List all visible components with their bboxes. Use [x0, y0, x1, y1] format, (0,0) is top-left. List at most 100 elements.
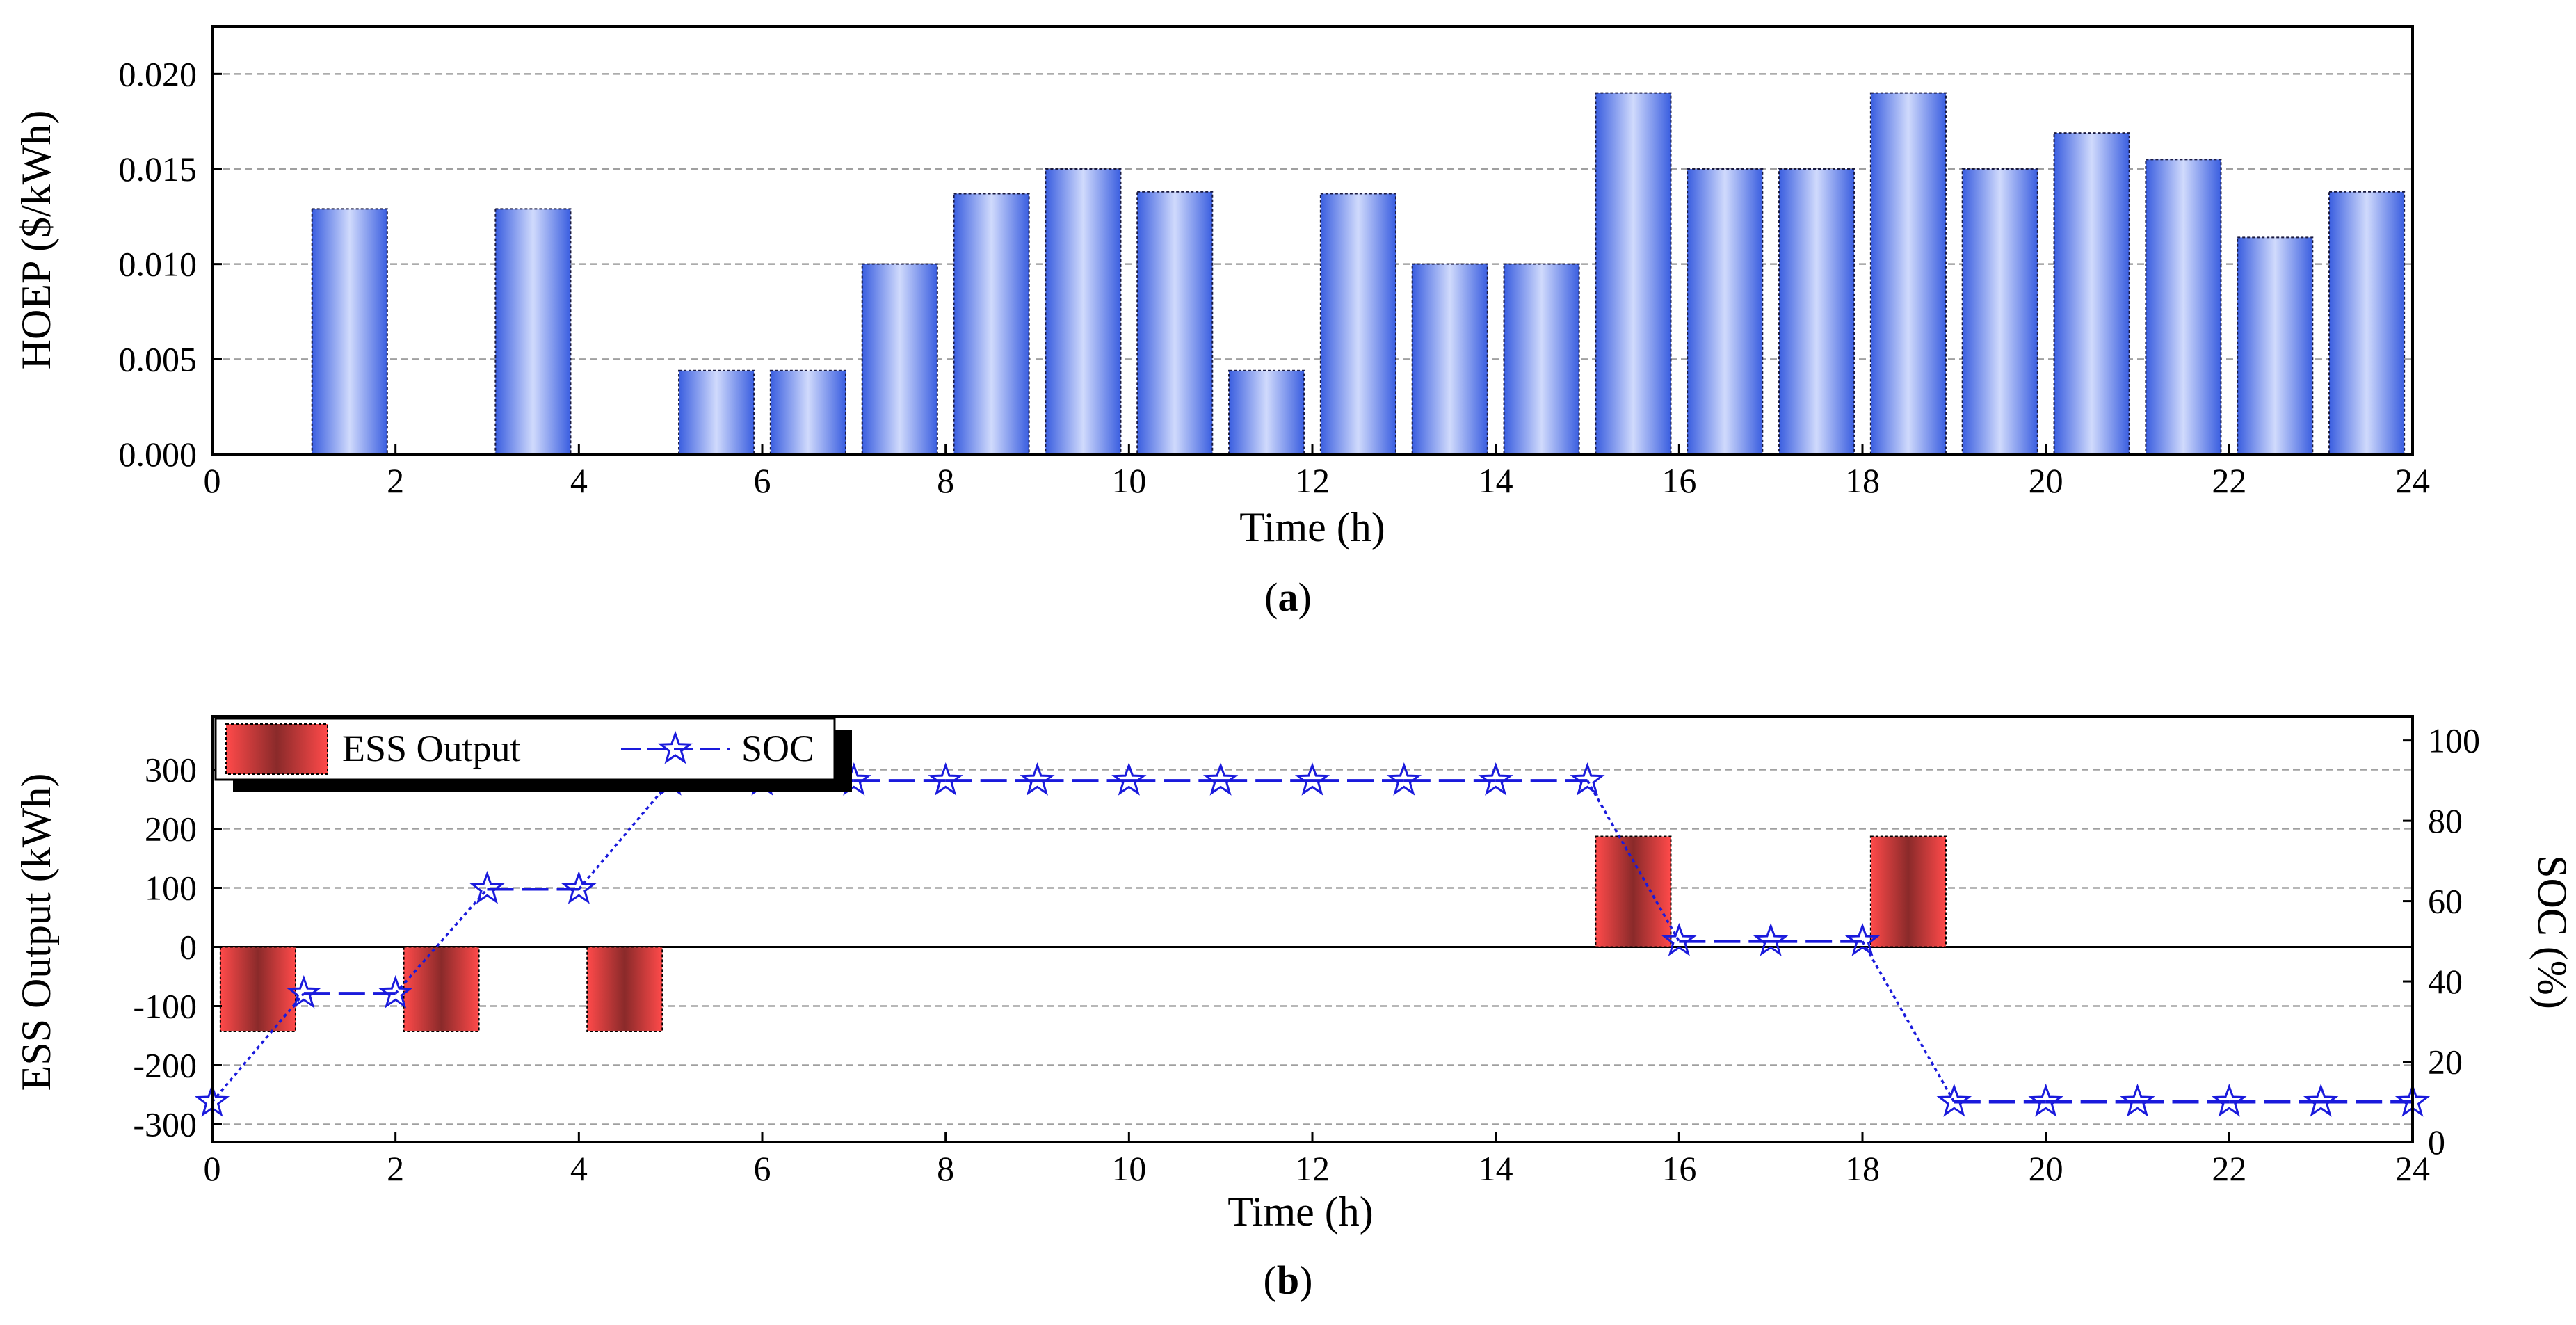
soc-y-tick-label: 0 [2428, 1123, 2445, 1162]
hoep-bar [861, 263, 938, 455]
hoep-y-tick-label: 0.000 [119, 435, 198, 474]
soc-marker-star [561, 870, 597, 904]
ess-soc-chart: 0 2 4 6 8 10 12 14 16 18 20 22 24 3002001000-100-200… [13, 715, 2575, 1303]
hoep-bar [1961, 168, 2038, 455]
hoep-x-axis-label: Time (h) [1239, 504, 1385, 550]
soc-y-tick-label: 20 [2428, 1043, 2463, 1082]
ess-output-bars [219, 835, 1947, 1033]
soc-marker-star [469, 870, 505, 904]
ess-caption: (b) [1264, 1258, 1313, 1303]
hoep-y-axis-label: HOEP ($/kWh) [13, 111, 59, 370]
ess-y-tick-label: 200 [145, 810, 197, 849]
hoep-x-tick-label: 2 [387, 461, 404, 500]
ess-y-tick-label: -100 [133, 987, 197, 1026]
ess-x-tick-label: 24 [2395, 1149, 2430, 1188]
soc-y-tick-label: 40 [2428, 962, 2463, 1001]
ess-x-tick-label: 4 [570, 1149, 588, 1188]
ess-x-tick-label: 20 [2029, 1149, 2063, 1188]
soc-y-tick-label: 60 [2428, 882, 2463, 921]
legend: ESS Output SOC [214, 717, 852, 792]
legend-label-soc: SOC [741, 728, 814, 769]
hoep-caption: (a) [1264, 575, 1312, 620]
soc-marker-star [1478, 762, 1513, 796]
hoep-bar [953, 193, 1030, 455]
hoep-bars [311, 92, 2406, 456]
soc-marker-star [1936, 1083, 1972, 1117]
soc-y-axis-label: SOC (%) [2529, 855, 2575, 1009]
ess-y-axis-label: ESS Output (kWh) [13, 773, 59, 1091]
ess-x-tick-label: 0 [204, 1149, 221, 1188]
ess-x-tick-label: 10 [1111, 1149, 1146, 1188]
ess-y-tick-label: -200 [133, 1046, 197, 1085]
soc-line-segment [394, 888, 488, 995]
hoep-x-tick-label: 4 [570, 461, 588, 500]
hoep-x-tick-label: 6 [754, 461, 771, 500]
soc-y-tick-label: 80 [2428, 801, 2463, 840]
hoep-bar [2053, 132, 2130, 455]
soc-y-tick-label: 100 [2428, 721, 2480, 760]
soc-marker-star [2028, 1083, 2063, 1117]
hoep-bar [769, 369, 846, 456]
hoep-y-tick-label: 0.010 [119, 245, 198, 284]
hoep-bar [1411, 263, 1488, 455]
hoep-bar [1503, 263, 1580, 455]
soc-marker-star [378, 974, 413, 1009]
soc-dash-segments [211, 779, 2413, 1104]
ess-x-axis-label: Time (h) [1227, 1189, 1373, 1235]
ess-x-tick-label: 14 [1479, 1149, 1513, 1188]
hoep-bar [2328, 191, 2406, 455]
ess-y-ticks: 300 200 100 0 -100 -200 -300 [133, 750, 222, 1144]
soc-marker-star [1020, 762, 1055, 796]
ess-x-tick-label: 2 [387, 1149, 404, 1188]
soc-marker-star [2120, 1083, 2155, 1117]
ess-x-tick-label: 22 [2212, 1149, 2246, 1188]
hoep-y-ticks: 0.000 0.005 0.010 0.015 0.020 [119, 54, 222, 474]
hoep-bar [1045, 168, 1122, 455]
hoep-x-tick-label: 20 [2029, 461, 2063, 500]
hoep-x-tick-label: 24 [2395, 461, 2430, 500]
hoep-bar [1136, 191, 1214, 455]
soc-marker-star [1386, 762, 1422, 796]
ess-output-bar [219, 946, 296, 1033]
soc-marker-star [1661, 922, 1697, 956]
ess-x-tick-label: 6 [754, 1149, 771, 1188]
soc-line-segment [1861, 940, 1956, 1103]
hoep-bar [311, 208, 388, 455]
hoep-x-tick-label: 14 [1479, 461, 1513, 500]
hoep-x-ticks: 0 2 4 6 8 10 12 14 16 18 20 22 24 [204, 444, 2430, 500]
ess-x-tick-label: 18 [1845, 1149, 1880, 1188]
hoep-x-tick-label: 18 [1845, 461, 1880, 500]
hoep-x-tick-label: 8 [937, 461, 954, 500]
hoep-bar [1595, 92, 1672, 455]
hoep-bar [1687, 168, 1764, 455]
ess-y-tick-label: 100 [145, 869, 197, 908]
soc-marker-star [2212, 1083, 2247, 1117]
ess-x-tick-label: 16 [1661, 1149, 1696, 1188]
hoep-x-tick-label: 22 [2212, 461, 2246, 500]
soc-marker-star [1111, 762, 1147, 796]
ess-x-tick-label: 12 [1295, 1149, 1330, 1188]
hoep-bar [1228, 369, 1305, 456]
legend-soc-star-icon [657, 730, 693, 764]
soc-line-segment [1586, 780, 1680, 942]
soc-marker-star [1294, 762, 1330, 796]
ess-y-tick-label: 300 [145, 750, 197, 789]
hoep-x-tick-label: 16 [1661, 461, 1696, 500]
hoep-bar [1319, 193, 1396, 455]
ess-output-bar [1869, 835, 1947, 948]
hoep-bar [2145, 159, 2222, 455]
ess-x-ticks: 0 2 4 6 8 10 12 14 16 18 20 22 24 [204, 1132, 2430, 1188]
ess-output-bar [586, 946, 663, 1033]
legend-label-ess-output: ESS Output [342, 728, 521, 769]
hoep-bar [494, 208, 572, 455]
ess-x-tick-label: 8 [937, 1149, 954, 1188]
soc-markers [194, 762, 2431, 1117]
hoep-chart: 0 2 4 6 8 10 12 14 16 18 20 22 24 0.0000.0050.0100.0… [13, 25, 2430, 620]
hoep-x-tick-label: 0 [204, 461, 221, 500]
hoep-y-tick-label: 0.020 [119, 54, 198, 93]
soc-marker-star [928, 762, 963, 796]
soc-marker-star [2303, 1083, 2339, 1117]
soc-marker-star [286, 974, 322, 1009]
hoep-bar [1869, 92, 1947, 455]
